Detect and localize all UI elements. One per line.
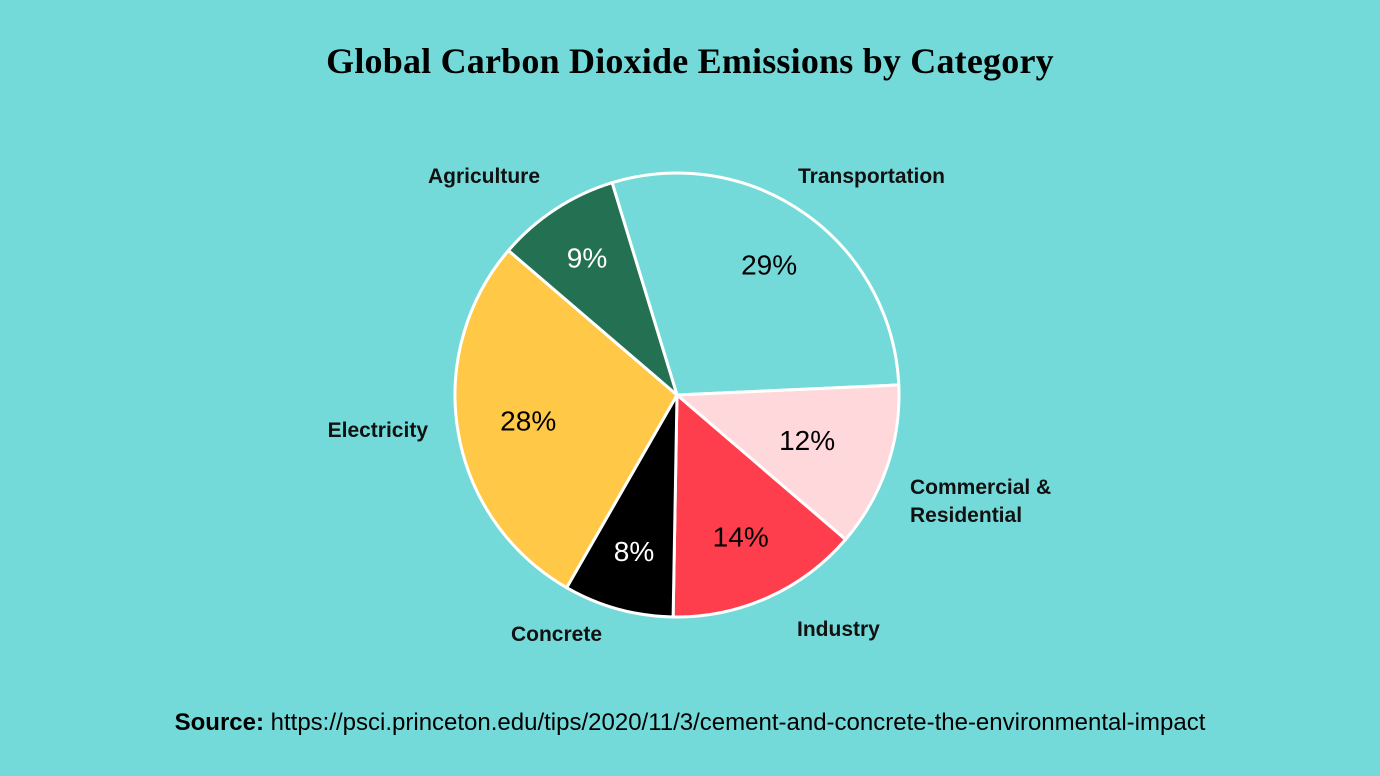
- source-prefix: Source:: [174, 709, 264, 736]
- source-line: Source: https://psci.princeton.edu/tips/…: [0, 709, 1380, 737]
- slice-value-label: 14%: [713, 522, 769, 553]
- pie-slice-electricity: [453, 249, 679, 590]
- slice-category-label: Concrete: [511, 623, 602, 646]
- slice-category-label: Transportation: [798, 165, 945, 188]
- slice-category-label: Agriculture: [428, 165, 540, 188]
- slice-category-label: Commercial & Residential: [910, 476, 1051, 527]
- slice-category-label: Industry: [797, 618, 880, 641]
- pie-slice-commercial-residential: [675, 383, 901, 541]
- slice-value-label: 9%: [567, 243, 607, 274]
- source-url[interactable]: https://psci.princeton.edu/tips/2020/11/…: [270, 709, 1206, 736]
- pie-slice-transportation: [610, 171, 901, 397]
- slice-category-label: Electricity: [328, 419, 429, 442]
- pie-slice-industry: [671, 393, 848, 619]
- chart-title: Global Carbon Dioxide Emissions by Categ…: [326, 41, 1054, 81]
- slice-value-label: 28%: [500, 406, 556, 437]
- slice-value-label: 12%: [779, 425, 835, 456]
- slice-value-label: 29%: [741, 249, 797, 280]
- pie-slice-agriculture: [506, 181, 679, 397]
- pie-slice-concrete: [565, 393, 679, 619]
- slice-value-label: 8%: [614, 536, 654, 567]
